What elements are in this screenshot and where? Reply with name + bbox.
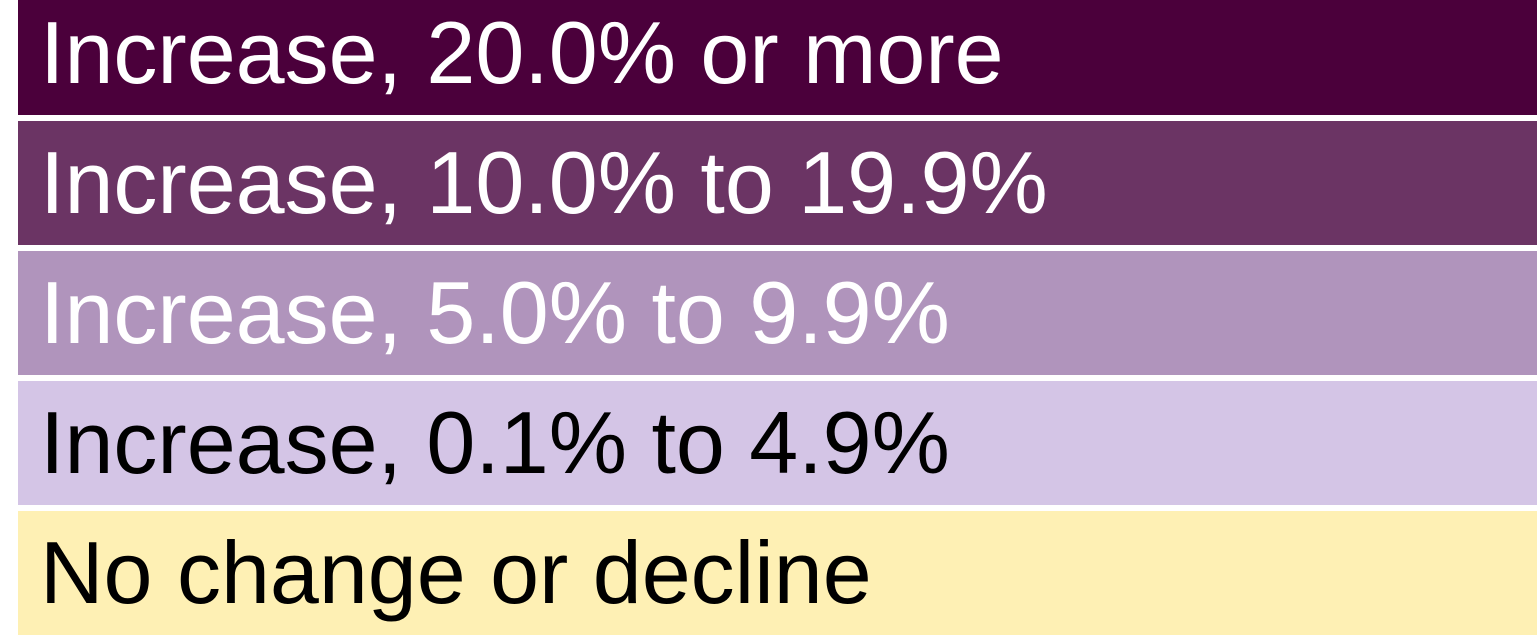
- legend-label: Increase, 0.1% to 4.9%: [40, 393, 950, 492]
- legend-label: Increase, 5.0% to 9.9%: [40, 263, 950, 362]
- legend-swatch: No change or decline: [18, 511, 1537, 635]
- legend-swatch: Increase, 0.1% to 4.9%: [18, 381, 1537, 505]
- legend-label: Increase, 10.0% to 19.9%: [40, 133, 1048, 232]
- legend-label: No change or decline: [40, 523, 872, 622]
- legend-swatch: Increase, 5.0% to 9.9%: [18, 251, 1537, 375]
- legend-swatch: Increase, 20.0% or more: [18, 0, 1537, 115]
- legend-label: Increase, 20.0% or more: [40, 3, 1004, 102]
- legend-swatch: Increase, 10.0% to 19.9%: [18, 121, 1537, 245]
